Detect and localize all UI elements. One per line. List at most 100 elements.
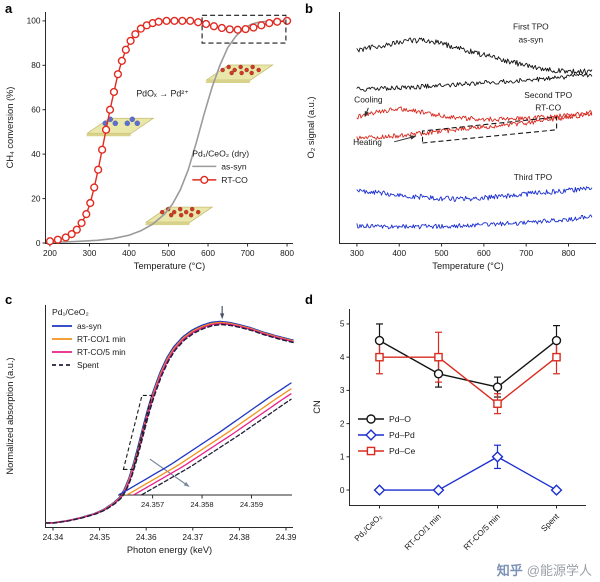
panel-b-chart: 300 400 500 600 700 800 Temperature (°C) O₂ sig… xyxy=(306,12,596,271)
axes-a: 200 300 400 500 600 700 800 0 20 40 60 80 100 Tempera… xyxy=(5,12,294,271)
legend: Pd₁/CeO₂ (dry) as-syn RT-CO xyxy=(192,148,249,185)
panel-a: a 200 300 400 500 600 700 800 0 20 40 60 80 100 Tempe… xyxy=(0,0,300,291)
svg-text:24.38: 24.38 xyxy=(229,532,250,542)
inset-zoom: 24.357 24.358 24.359 xyxy=(118,382,292,509)
svg-text:Pd–O: Pd–O xyxy=(389,414,411,424)
svg-text:as-syn: as-syn xyxy=(221,161,247,171)
svg-text:CH₄ conversion (%): CH₄ conversion (%) xyxy=(5,87,15,169)
trace-label: Heating xyxy=(353,137,382,147)
svg-text:500: 500 xyxy=(162,248,176,258)
svg-text:20: 20 xyxy=(31,193,41,203)
svg-text:600: 600 xyxy=(201,248,215,258)
svg-text:Pd–Pd: Pd–Pd xyxy=(389,430,415,440)
svg-text:5: 5 xyxy=(340,319,345,329)
svg-text:RT-CO/1 min: RT-CO/1 min xyxy=(77,334,126,344)
panel-d: d 0 1 2 3 4 5 CN Pd₁/CeO₂ RT-CO/1 min RT-CO/5 min… xyxy=(300,291,600,582)
tpo-trace-1 xyxy=(356,72,593,92)
svg-text:200: 200 xyxy=(43,248,57,258)
axes-b: 300 400 500 600 700 800 Temperature (°C) O₂ sig… xyxy=(306,12,596,271)
catalyst-schematic xyxy=(86,116,155,137)
svg-text:80: 80 xyxy=(31,60,41,70)
svg-text:24.37: 24.37 xyxy=(182,532,203,542)
svg-text:500: 500 xyxy=(435,248,449,258)
panel-c-label: c xyxy=(5,292,13,307)
svg-text:24.358: 24.358 xyxy=(190,500,213,509)
category-label: RT-CO/1 min xyxy=(403,512,443,552)
svg-text:100: 100 xyxy=(27,16,41,26)
series-as-syn xyxy=(49,20,288,244)
watermark-handle: @能源学人 xyxy=(526,563,592,578)
legend: Pd–O Pd–Pd Pd–Ce xyxy=(358,414,415,456)
panel-c-chart: 24.34 24.35 24.36 24.37 24.38 24.39 Photon ene… xyxy=(5,305,297,555)
annotation-pdox: PdOₓ → Pd²⁺ xyxy=(136,88,189,98)
svg-text:700: 700 xyxy=(519,248,533,258)
tpo-trace-4 xyxy=(356,186,593,202)
svg-text:24.35: 24.35 xyxy=(89,532,110,542)
svg-text:Normalized absorption (a.u.): Normalized absorption (a.u.) xyxy=(5,357,15,474)
highlight-box xyxy=(421,116,558,144)
panel-a-label: a xyxy=(5,1,13,16)
highlight-box xyxy=(122,394,153,470)
panel-d-label: d xyxy=(305,292,313,307)
svg-text:Temperature (°C): Temperature (°C) xyxy=(134,261,205,271)
panel-a-chart: 200 300 400 500 600 700 800 0 20 40 60 80 100 Tempera… xyxy=(5,12,294,271)
svg-text:Spent: Spent xyxy=(77,360,100,370)
panel-c: c 24.34 24.35 24.36 24.37 24.38 24.39 Photon e… xyxy=(0,291,300,582)
catalyst-schematic xyxy=(205,64,274,83)
svg-text:24.357: 24.357 xyxy=(141,500,164,509)
cn-series-line xyxy=(378,356,558,405)
trace-label: Third TPO xyxy=(514,172,553,182)
panel-b: b 300 400 500 600 700 800 Temperature (°C) O₂ s… xyxy=(300,0,600,291)
svg-text:800: 800 xyxy=(280,248,294,258)
panel-b-label: b xyxy=(305,1,313,16)
tpo-trace-5 xyxy=(356,214,593,230)
tpo-trace-0 xyxy=(356,37,593,75)
catalyst-schematic xyxy=(144,206,214,226)
category-label: RT-CO/5 min xyxy=(462,512,502,552)
svg-text:40: 40 xyxy=(31,149,41,159)
svg-text:Pd–Ce: Pd–Ce xyxy=(389,446,415,456)
panel-d-chart: 0 1 2 3 4 5 CN Pd₁/CeO₂ RT-CO/1 min RT-CO/5 min Sp… xyxy=(312,309,586,552)
legend: Pd₁/CeO₂ as-syn RT-CO/1 min RT-CO/5 min Spen… xyxy=(52,307,126,370)
svg-text:60: 60 xyxy=(31,105,41,115)
highlight-box xyxy=(201,14,287,44)
svg-text:400: 400 xyxy=(392,248,406,258)
axes-d: 0 1 2 3 4 5 CN xyxy=(312,309,586,506)
category-label: Spent xyxy=(539,512,561,534)
svg-text:800: 800 xyxy=(562,248,576,258)
axes-c: 24.34 24.35 24.36 24.37 24.38 24.39 Photon ene… xyxy=(5,305,297,555)
svg-text:300: 300 xyxy=(350,248,364,258)
svg-text:RT-CO: RT-CO xyxy=(221,175,248,185)
svg-text:CN: CN xyxy=(312,400,322,413)
category-label: Pd₁/CeO₂ xyxy=(353,512,384,543)
svg-text:24.359: 24.359 xyxy=(240,500,263,509)
svg-text:RT-CO/5 min: RT-CO/5 min xyxy=(77,347,126,357)
svg-text:600: 600 xyxy=(477,248,491,258)
trace-label: First TPO xyxy=(513,21,549,31)
legend-title: Pd₁/CeO₂ xyxy=(52,307,89,317)
svg-text:0: 0 xyxy=(340,485,345,495)
cn-series-line xyxy=(378,456,558,491)
svg-text:O₂ signal (a.u.): O₂ signal (a.u.) xyxy=(306,97,316,159)
trace-label: Cooling xyxy=(354,95,383,105)
svg-text:400: 400 xyxy=(122,248,136,258)
xanes-3 xyxy=(45,323,294,524)
watermark: 知乎 @能源学人 xyxy=(497,560,592,579)
tpo-trace-2 xyxy=(356,106,593,122)
svg-text:as-syn: as-syn xyxy=(77,321,102,331)
watermark-brand: 知乎 xyxy=(496,563,523,578)
trace-label: Second TPO xyxy=(524,90,572,100)
svg-text:24.34: 24.34 xyxy=(43,532,64,542)
tpo-trace-3 xyxy=(356,112,593,141)
svg-text:700: 700 xyxy=(241,248,255,258)
trace-label: RT-CO xyxy=(535,103,561,113)
trace-label: as-syn xyxy=(519,34,544,44)
svg-text:24.39: 24.39 xyxy=(276,532,297,542)
svg-text:300: 300 xyxy=(83,248,97,258)
svg-text:4: 4 xyxy=(340,352,345,362)
svg-text:24.36: 24.36 xyxy=(136,532,157,542)
svg-text:Temperature (°C): Temperature (°C) xyxy=(432,261,503,271)
svg-text:1: 1 xyxy=(340,452,345,462)
svg-text:0: 0 xyxy=(36,238,41,248)
